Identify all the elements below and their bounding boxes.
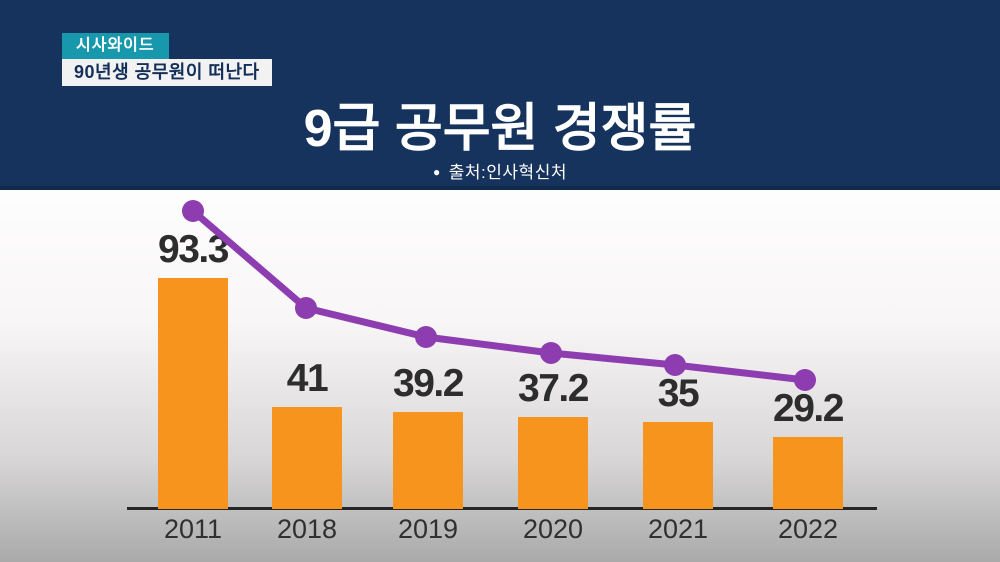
x-tick-2018: 2018: [276, 514, 338, 544]
trend-point-2018: [295, 297, 317, 319]
source-line: ● 출처:인사혁신처: [0, 158, 1000, 183]
x-tick-2011: 2011: [163, 514, 223, 544]
bar-2020: [518, 417, 588, 509]
x-tick-2019: 2019: [397, 514, 459, 544]
trend-point-2011: [182, 200, 204, 222]
topic-subtitle: 90년생 공무원이 떠난다: [62, 59, 272, 86]
header-panel: 시사와이드 90년생 공무원이 떠난다 9급 공무원 경쟁률 ● 출처:인사혁신처: [0, 0, 1000, 190]
bar-2022: [773, 437, 843, 509]
source-text: 출처:인사혁신처: [448, 163, 567, 182]
x-axis-line: [127, 507, 877, 510]
trend-point-2019: [415, 326, 437, 348]
x-tick-2021: 2021: [647, 514, 709, 544]
trend-line: [189, 207, 809, 384]
value-label-2022: 29.2: [773, 387, 844, 430]
bullet-icon: ●: [433, 165, 441, 179]
x-tick-2022: 2022: [777, 514, 839, 544]
program-badge: 시사와이드: [62, 33, 169, 59]
bar-2018: [272, 407, 342, 509]
bar-2019: [393, 412, 463, 509]
bar-2011: [158, 278, 228, 509]
chart-title: 9급 공무원 경쟁률: [303, 100, 697, 158]
value-label-2011: 93.3: [158, 228, 229, 271]
bar-2021: [643, 422, 713, 509]
x-tick-2020: 2020: [522, 514, 584, 544]
trend-point-2020: [540, 342, 562, 364]
chart-area: 93.3 2011 41 2018 39.2 2019 37.2 2020 35 2021 29.2…: [0, 190, 1000, 562]
